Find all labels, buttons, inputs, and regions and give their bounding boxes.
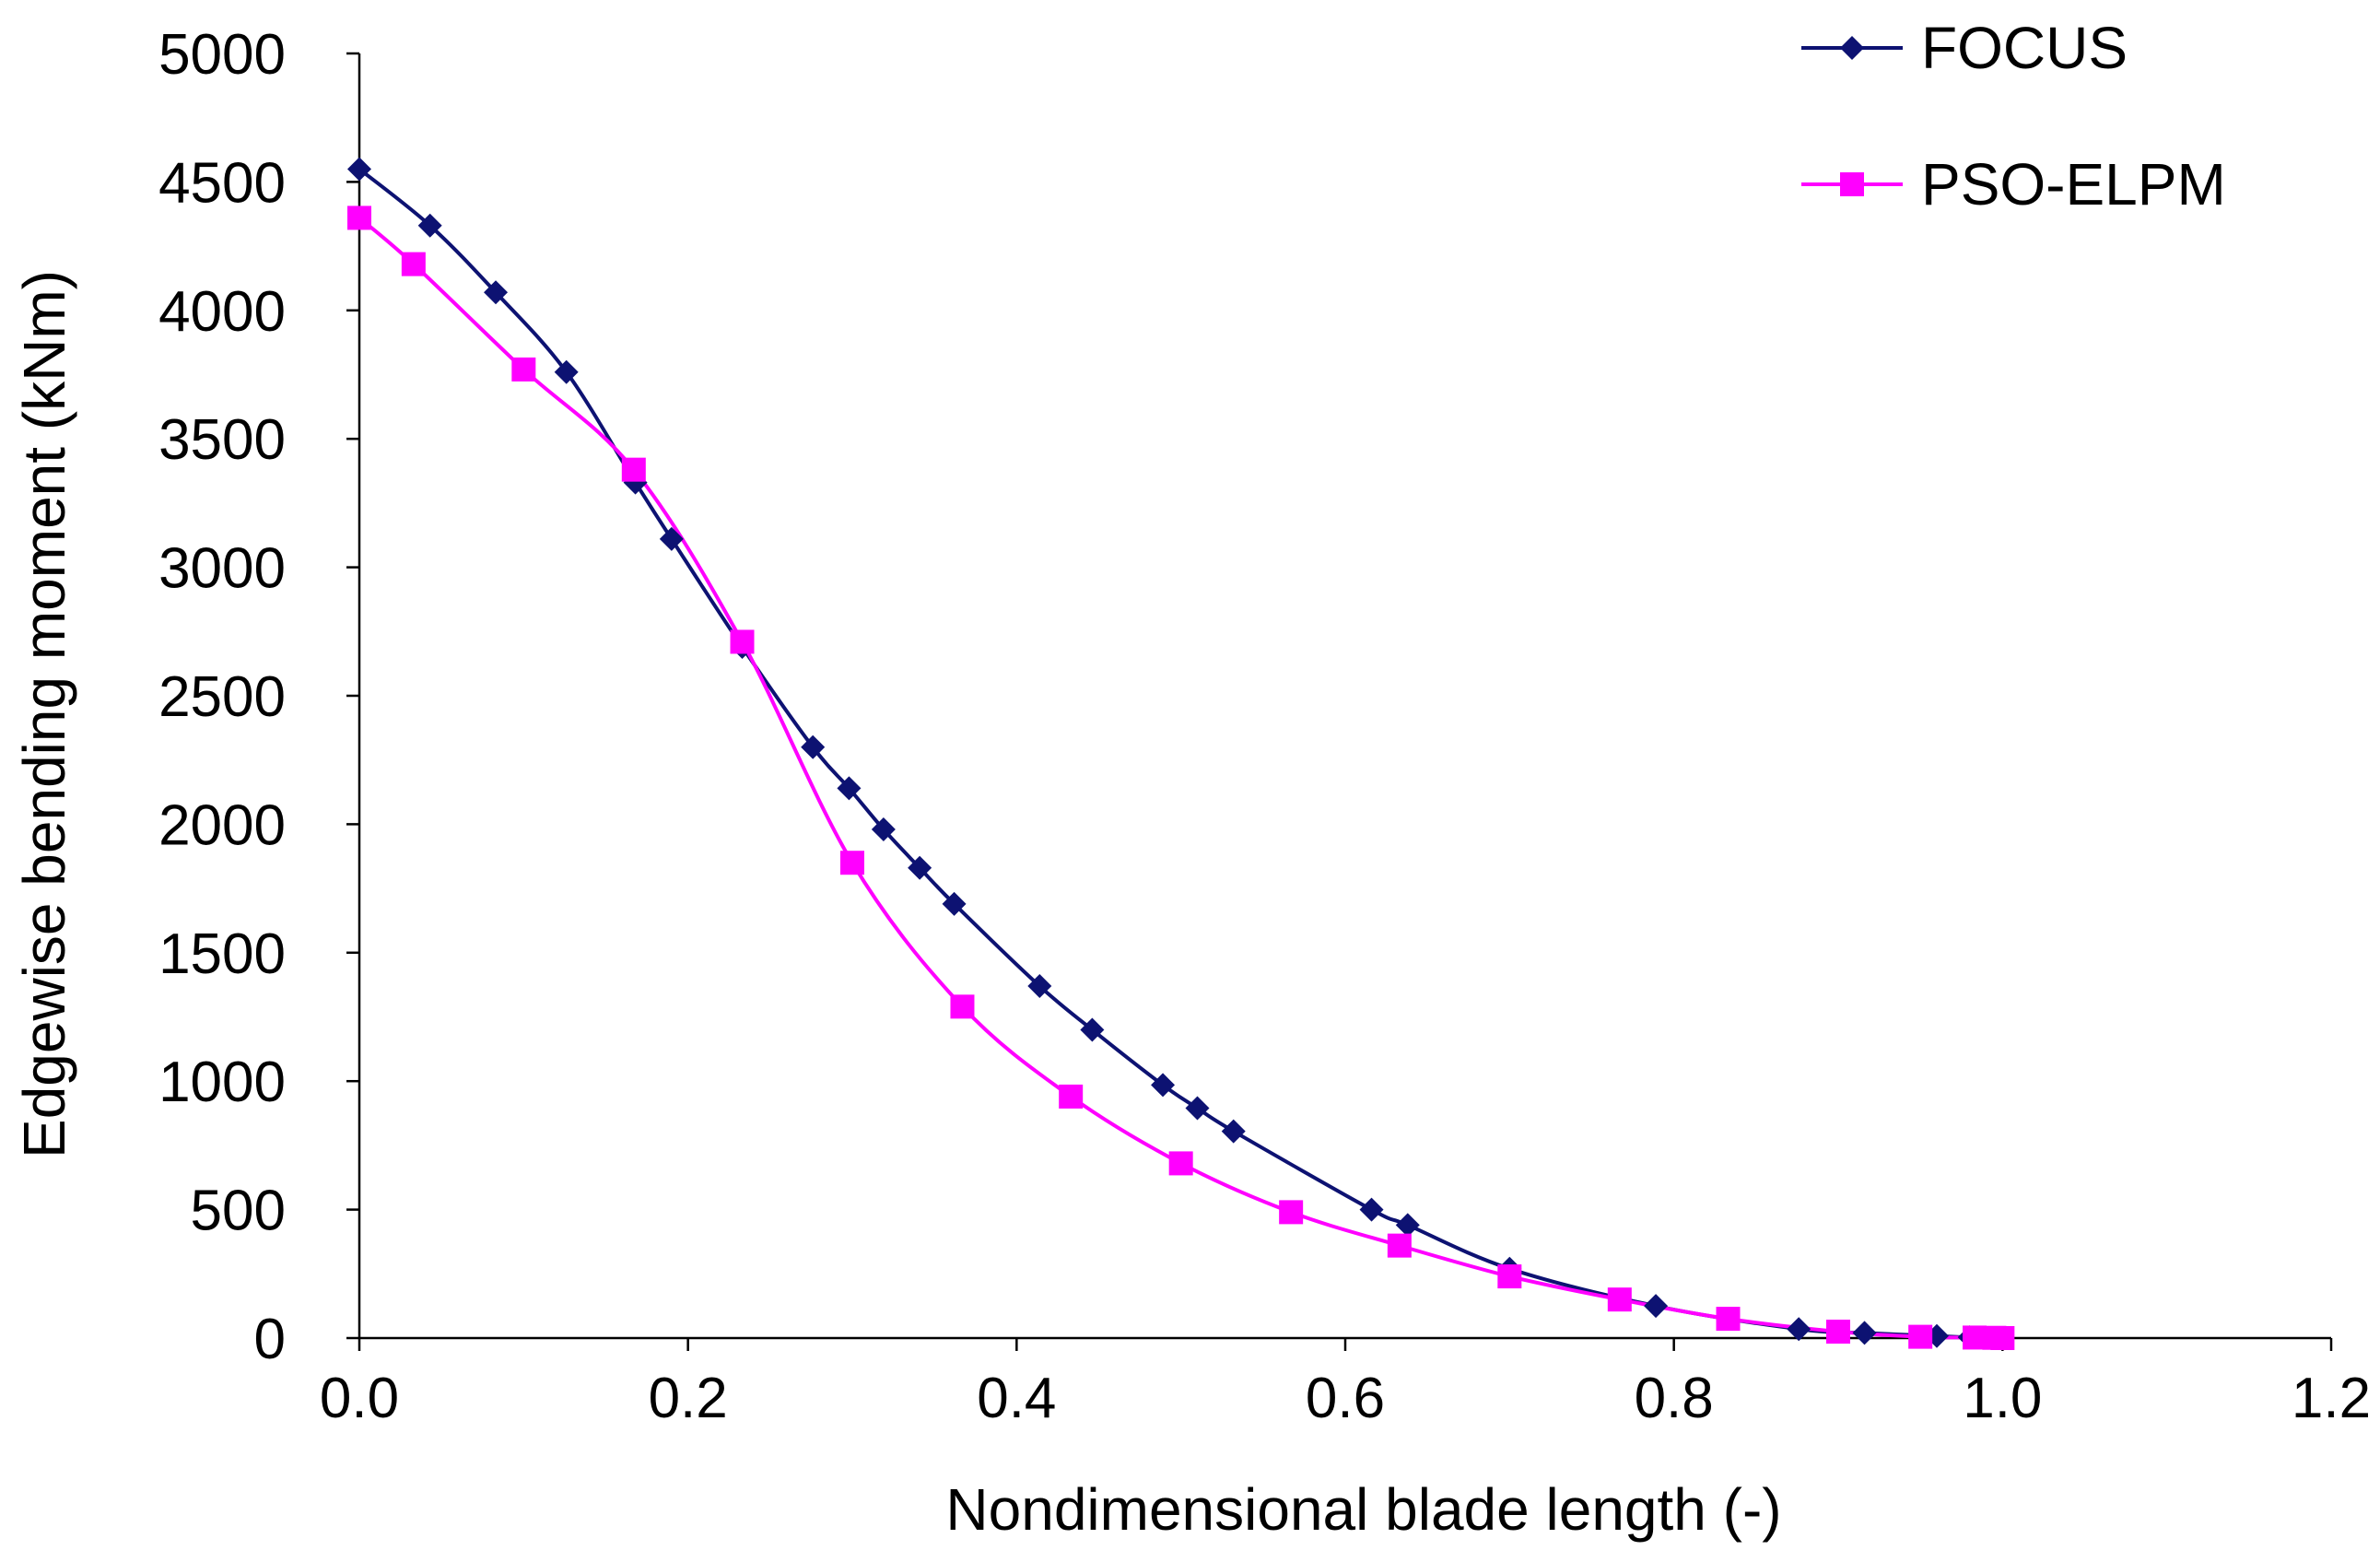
data-point-pso-elpm [1387, 1233, 1412, 1258]
data-point-pso-elpm [1279, 1200, 1304, 1225]
data-point-focus [1852, 1321, 1877, 1345]
data-point-focus [871, 816, 896, 841]
data-point-focus [1185, 1096, 1210, 1121]
data-point-focus [837, 776, 862, 801]
data-point-pso-elpm [1497, 1264, 1522, 1289]
data-point-pso-elpm [840, 851, 864, 875]
data-point-pso-elpm [1168, 1151, 1193, 1176]
y-tick-label: 3500 [158, 408, 286, 472]
data-point-focus [1644, 1294, 1669, 1319]
x-tick-label: 0.2 [649, 1367, 728, 1430]
y-tick-label: 0 [254, 1308, 286, 1371]
data-point-pso-elpm [347, 206, 371, 230]
x-tick-label: 1.2 [2292, 1367, 2371, 1430]
data-point-pso-elpm [1990, 1326, 2015, 1350]
data-point-focus [908, 855, 932, 880]
data-point-pso-elpm [401, 252, 426, 276]
legend-entry-pso-elpm: PSO-ELPM [1801, 151, 2226, 217]
data-point-focus [942, 891, 967, 916]
data-point-pso-elpm [1059, 1084, 1084, 1109]
y-tick-label: 2500 [158, 665, 286, 729]
data-point-focus [1151, 1073, 1176, 1098]
x-tick-label: 0.4 [977, 1367, 1056, 1430]
x-tick-label: 0.8 [1635, 1367, 1714, 1430]
data-point-focus [1395, 1213, 1420, 1238]
legend: FOCUS PSO-ELPM [1801, 15, 2226, 217]
data-point-pso-elpm [1908, 1324, 1933, 1349]
data-point-focus [347, 157, 371, 182]
data-point-focus [484, 280, 509, 305]
data-point-focus [1221, 1119, 1246, 1144]
data-point-pso-elpm [621, 457, 646, 482]
y-tick-label: 2000 [158, 793, 286, 857]
legend-label-focus: FOCUS [1921, 15, 2128, 81]
y-tick-label: 1000 [158, 1051, 286, 1114]
y-axis-title: Edgewise bending moment (kNm) [11, 270, 77, 1158]
legend-entry-focus: FOCUS [1801, 15, 2128, 81]
y-tick-label: 5000 [158, 23, 286, 87]
data-point-pso-elpm [950, 994, 975, 1019]
y-tick-label: 3000 [158, 537, 286, 601]
data-point-focus [554, 359, 579, 384]
data-point-focus [1027, 974, 1052, 999]
legend-marker-focus [1840, 36, 1864, 60]
y-tick-label: 4500 [158, 151, 286, 215]
data-point-pso-elpm [1716, 1307, 1741, 1332]
data-point-focus [659, 526, 684, 551]
legend-marker-pso-elpm [1840, 172, 1864, 196]
legend-label-pso-elpm: PSO-ELPM [1921, 151, 2226, 217]
data-point-pso-elpm [511, 357, 536, 382]
y-tick-label: 1500 [158, 922, 286, 986]
x-tick-label: 1.0 [1963, 1367, 2042, 1430]
x-tick-label: 0.0 [320, 1367, 399, 1430]
data-point-pso-elpm [1607, 1287, 1632, 1312]
data-point-focus [1080, 1017, 1105, 1042]
data-point-focus [1787, 1317, 1811, 1342]
x-axis-title: Nondimensional blade length (-) [945, 1476, 1781, 1543]
data-point-focus [1359, 1197, 1384, 1222]
data-point-focus [417, 213, 442, 238]
data-point-pso-elpm [1826, 1320, 1850, 1345]
data-point-focus [801, 734, 826, 759]
axes: 0 500 1000 1500 2000 2500 3000 3500 4000 4500 5000… [11, 23, 2371, 1543]
series-markers [347, 157, 2015, 1350]
y-tick-label: 4000 [158, 280, 286, 344]
data-point-pso-elpm [730, 629, 755, 654]
y-tick-label: 500 [191, 1180, 286, 1243]
x-tick-label: 0.6 [1306, 1367, 1385, 1430]
